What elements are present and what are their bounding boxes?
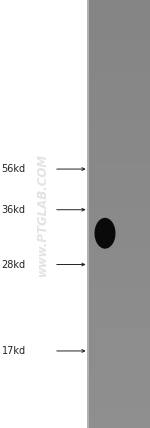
Bar [87, 92, 150, 100]
Bar [87, 278, 150, 285]
Bar [87, 78, 150, 86]
Bar [87, 206, 150, 214]
Bar [87, 264, 150, 271]
Text: www.PTGLAB.COM: www.PTGLAB.COM [36, 152, 48, 276]
Bar [87, 128, 150, 136]
Bar [87, 21, 150, 29]
Ellipse shape [94, 218, 116, 249]
Bar [87, 149, 150, 157]
Bar [87, 228, 150, 235]
Bar [87, 107, 150, 114]
Ellipse shape [97, 222, 113, 244]
Bar [87, 313, 150, 321]
Bar [87, 420, 150, 428]
Bar [87, 171, 150, 178]
Bar [87, 28, 150, 36]
Bar [87, 221, 150, 228]
Text: 17kd: 17kd [2, 346, 26, 356]
Bar [87, 349, 150, 357]
Bar [87, 157, 150, 164]
Bar [87, 214, 150, 221]
Bar [87, 299, 150, 307]
Bar [87, 71, 150, 78]
Bar [87, 270, 150, 278]
Bar [87, 371, 150, 378]
Bar [87, 285, 150, 292]
Bar [87, 178, 150, 185]
Bar [87, 321, 150, 328]
Bar [87, 135, 150, 143]
Bar [87, 385, 150, 392]
Bar [87, 256, 150, 264]
Bar [87, 50, 150, 57]
Bar [87, 328, 150, 335]
Bar [87, 114, 150, 121]
Bar [87, 85, 150, 93]
Bar [87, 192, 150, 200]
Bar [87, 306, 150, 314]
Bar [87, 42, 150, 50]
Bar [87, 342, 150, 350]
Bar [87, 335, 150, 342]
Bar [87, 406, 150, 414]
Bar [87, 377, 150, 385]
Bar [87, 99, 150, 107]
Bar [87, 163, 150, 171]
Bar [87, 392, 150, 399]
Text: 36kd: 36kd [2, 205, 26, 215]
Bar [87, 363, 150, 371]
Bar [87, 356, 150, 364]
Bar [87, 249, 150, 257]
Bar [87, 0, 150, 7]
Bar [87, 142, 150, 150]
Bar [87, 56, 150, 64]
Bar [87, 242, 150, 250]
Text: 28kd: 28kd [2, 259, 26, 270]
Bar [87, 64, 150, 71]
Text: 56kd: 56kd [2, 164, 26, 174]
Bar [87, 185, 150, 193]
Bar [87, 35, 150, 43]
Bar [87, 14, 150, 21]
Bar [87, 413, 150, 421]
Bar [87, 199, 150, 207]
Bar [87, 121, 150, 128]
Ellipse shape [100, 226, 110, 241]
Bar [87, 0, 89, 428]
Bar [87, 292, 150, 300]
Bar [87, 235, 150, 243]
Bar [87, 399, 150, 407]
Bar [87, 7, 150, 14]
